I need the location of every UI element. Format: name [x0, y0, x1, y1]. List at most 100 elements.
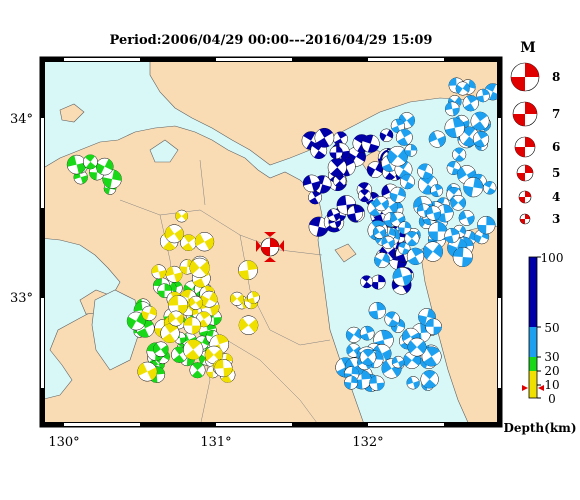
lat-tick-33: 33°	[10, 291, 33, 306]
focal-mechanism-symbol	[95, 157, 114, 176]
focal-mechanisms-layer	[66, 77, 502, 392]
focal-mechanism-symbol	[477, 215, 496, 235]
magnitude-6-symbol	[514, 136, 536, 158]
focal-mechanism-symbol	[428, 221, 448, 242]
focal-mechanism-symbol	[370, 274, 386, 290]
focal-mechanism-symbol	[333, 174, 347, 188]
focal-mechanism-symbol	[425, 205, 441, 221]
focal-mechanism-symbol	[157, 283, 172, 299]
focal-mechanism-symbol	[452, 246, 473, 268]
focal-mechanism-symbol	[421, 346, 442, 367]
map-title: Period:2006/04/29 00:00---2016/04/29 15:…	[109, 33, 433, 48]
focal-mechanism-symbol	[428, 130, 446, 148]
focal-mechanism-symbol	[359, 348, 377, 366]
focal-mechanism-symbol	[200, 290, 218, 308]
frame-ticks-white	[41, 58, 501, 426]
focal-mechanism-symbol	[406, 247, 425, 266]
focal-mechanism-symbol	[450, 194, 467, 211]
magnitude-label-3: 3	[552, 212, 560, 226]
focal-mechanism-symbol	[175, 209, 189, 223]
focal-mechanism-symbol	[462, 95, 479, 112]
focal-mechanism-symbol	[372, 225, 387, 239]
magnitude-label-4: 4	[552, 190, 560, 204]
focal-mechanism-symbol	[399, 174, 415, 190]
focal-mechanism-symbol	[361, 134, 380, 153]
depth-unit-label: Depth(km)	[503, 421, 576, 435]
focal-mechanism-symbol	[314, 127, 335, 148]
focal-mechanism-symbol	[404, 231, 420, 247]
depth-label-0: 0	[548, 392, 556, 406]
focal-mechanism-symbol	[327, 157, 347, 177]
lon-tick-130: 130°	[48, 435, 79, 450]
focal-mechanism-symbol	[165, 265, 183, 283]
focal-mechanism-symbol	[417, 163, 433, 180]
depth-colorbar	[522, 256, 544, 399]
focal-mechanism-symbol	[188, 295, 203, 310]
focal-mechanism-symbol	[141, 305, 157, 321]
focal-mechanism-symbol	[420, 370, 439, 389]
focal-mechanism-symbol	[238, 315, 259, 335]
focal-mechanism-symbol	[482, 181, 497, 195]
focal-mechanism-symbol	[153, 341, 169, 357]
focal-mechanism-symbol	[302, 174, 321, 193]
focal-mechanism-symbol	[395, 128, 413, 146]
depth-label-10: 10	[544, 378, 559, 392]
focal-mechanism-symbol	[455, 81, 470, 96]
focal-mechanism-symbol	[164, 224, 184, 244]
focal-mechanism-symbol	[476, 88, 490, 103]
depth-label-50: 50	[544, 321, 559, 335]
focal-mechanism-symbol	[422, 241, 444, 262]
focal-mechanism-symbol	[470, 111, 490, 131]
focal-mechanism-symbol	[183, 316, 201, 335]
lat-tick-34: 34°	[10, 112, 33, 127]
focal-mechanism-symbol	[151, 264, 167, 280]
focal-mechanism-symbol	[452, 147, 467, 162]
focal-mechanism-symbol	[373, 196, 389, 212]
magnitude-label-5: 5	[552, 166, 560, 180]
focal-mechanism-symbol	[444, 117, 465, 138]
magnitude-7-symbol	[512, 101, 538, 127]
focal-mechanism-symbol	[326, 208, 341, 222]
focal-mechanism-symbol	[345, 326, 362, 343]
focal-mechanism-symbol	[368, 301, 386, 320]
focal-mechanism-symbol	[392, 267, 412, 287]
focal-mechanism-symbol	[229, 291, 245, 306]
focal-mechanism-symbol	[137, 361, 158, 382]
magnitude-label-7: 7	[552, 107, 560, 121]
focal-mechanism-symbol	[344, 375, 359, 390]
depth-label-30: 30	[544, 350, 559, 364]
focal-mechanism-symbol	[366, 161, 384, 178]
focal-mechanism-symbol	[458, 209, 475, 226]
magnitude-4-symbol	[518, 190, 532, 204]
focal-mechanism-symbol	[407, 337, 427, 357]
depth-label-20: 20	[544, 364, 559, 378]
depth-label-100: 100	[541, 251, 564, 265]
focal-mechanism-symbol	[160, 323, 180, 343]
focal-mechanism-symbol	[472, 130, 490, 148]
focal-mechanism-symbol	[247, 291, 260, 304]
focal-mechanism-symbol	[391, 355, 405, 369]
focal-mechanism-symbol	[346, 205, 364, 222]
focal-mechanism-symbol	[444, 227, 460, 244]
magnitude-8-symbol	[510, 62, 540, 92]
focal-mechanism-symbol	[82, 154, 98, 170]
ariake-bay	[91, 289, 141, 371]
focal-mechanism-symbol	[183, 339, 204, 360]
magnitude-legend-title: M	[520, 40, 536, 56]
magnitude-label-6: 6	[552, 140, 560, 154]
main-event-marker	[256, 232, 284, 262]
magnitude-label-8: 8	[552, 70, 560, 84]
focal-mechanism-symbol	[379, 128, 394, 143]
focal-mechanism-symbol	[126, 311, 146, 331]
magnitude-legend-symbols	[510, 62, 540, 225]
focal-mechanism-symbol	[360, 275, 374, 289]
hakata-bay	[149, 139, 179, 163]
focal-mechanism-symbol	[168, 310, 184, 327]
focal-mechanism-symbol	[374, 252, 390, 269]
focal-mechanism-symbol	[463, 177, 484, 198]
focal-mechanism-symbol	[214, 359, 233, 378]
focal-mechanism-symbol	[398, 221, 412, 235]
magnitude-5-symbol	[516, 164, 534, 182]
focal-mechanism-symbol	[384, 311, 400, 327]
